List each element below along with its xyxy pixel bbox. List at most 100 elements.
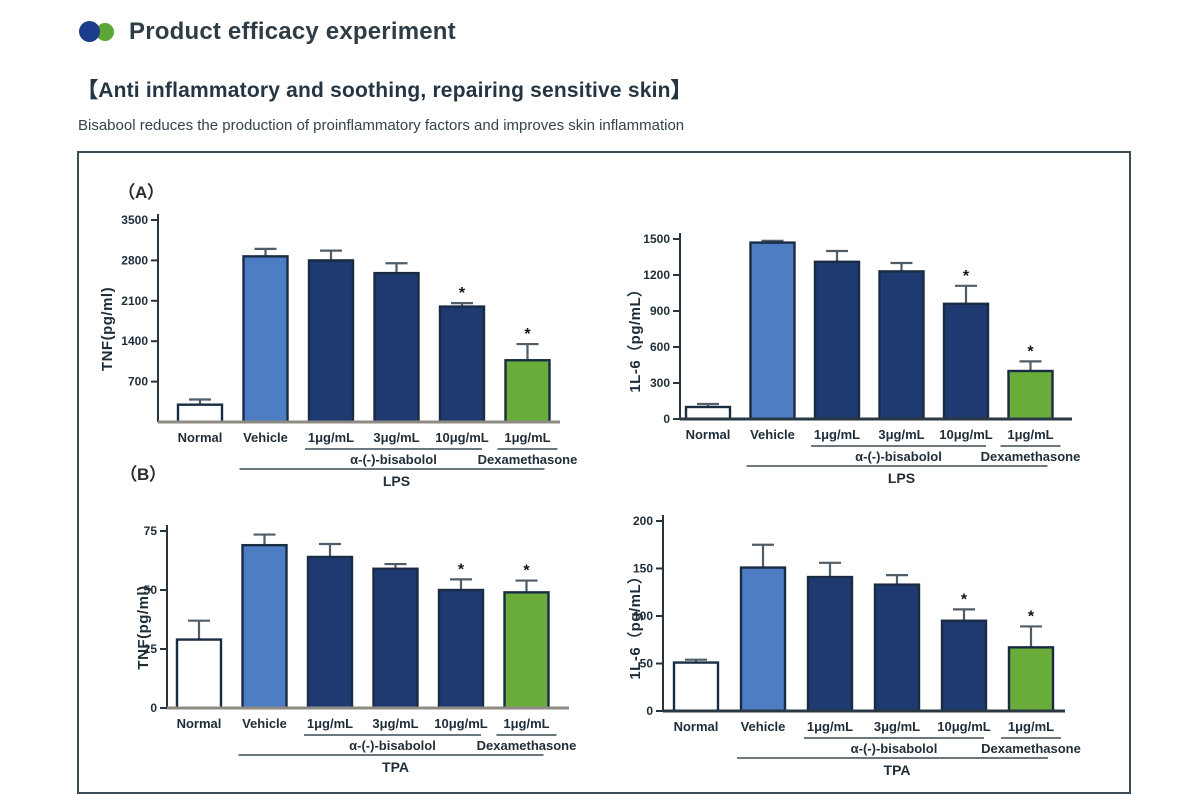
x-tick-label: 3μg/mL — [874, 719, 920, 734]
bar — [813, 260, 861, 421]
bar — [878, 270, 925, 421]
bar — [806, 575, 854, 713]
significance-asterisk: * — [961, 591, 968, 608]
x-tick-label: Normal — [674, 719, 719, 734]
bar — [940, 619, 988, 713]
bar — [241, 543, 288, 710]
group-label: Dexamethasone — [477, 738, 577, 753]
bar — [438, 305, 486, 424]
bar — [242, 255, 289, 424]
x-tick-label: 3μg/mL — [878, 427, 924, 442]
group-label: α-(-)-bisabolol — [349, 738, 436, 753]
brand-logo-icon — [79, 21, 115, 43]
page-title: Product efficacy experiment — [129, 18, 456, 45]
y-tick-label: 2800 — [121, 253, 148, 267]
y-tick-label: 1500 — [643, 232, 670, 246]
y-tick-label: 0 — [646, 704, 653, 718]
x-tick-label: Vehicle — [242, 716, 287, 731]
significance-asterisk: * — [1027, 343, 1034, 360]
x-tick-label: 10μg/mL — [937, 719, 991, 734]
panel-a-label: （A） — [118, 183, 165, 202]
bar — [873, 583, 921, 713]
bar — [1007, 646, 1055, 713]
bar — [504, 359, 551, 424]
bar — [372, 567, 419, 710]
x-tick-label: 1μg/mL — [814, 427, 860, 442]
x-tick-label: 10μg/mL — [435, 430, 489, 445]
bar — [503, 591, 550, 710]
y-tick-label: 150 — [633, 562, 653, 576]
y-axis-title: 1L-6（pg/mL） — [626, 281, 644, 392]
bar — [1007, 369, 1054, 421]
treatment-label: TPA — [884, 762, 911, 778]
x-tick-label: 1μg/mL — [307, 716, 353, 731]
section-heading: 【Anti inflammatory and soothing, repairi… — [77, 79, 692, 102]
group-label: Dexamethasone — [981, 741, 1081, 756]
x-tick-label: 1μg/mL — [308, 430, 354, 445]
y-tick-label: 900 — [650, 304, 670, 318]
x-tick-label: 1μg/mL — [807, 719, 853, 734]
header: Product efficacy experiment — [79, 18, 456, 46]
y-tick-label: 1200 — [643, 268, 670, 282]
y-tick-label: 1400 — [121, 334, 148, 348]
y-tick-label: 300 — [650, 376, 670, 390]
x-tick-label: 1μg/mL — [503, 716, 549, 731]
bar — [684, 405, 732, 421]
bar — [749, 241, 796, 421]
y-tick-label: 3500 — [121, 213, 148, 227]
treatment-label: LPS — [888, 470, 915, 486]
bar — [739, 566, 787, 713]
x-tick-label: 3μg/mL — [373, 430, 419, 445]
y-tick-label: 50 — [144, 583, 158, 597]
y-tick-label: 75 — [144, 524, 158, 538]
bar — [373, 271, 420, 424]
y-axis-title: 1L-6（pg/mL） — [626, 568, 644, 679]
y-tick-label: 50 — [640, 657, 654, 671]
significance-asterisk: * — [524, 326, 531, 343]
treatment-label: LPS — [383, 473, 410, 489]
x-tick-label: 10μg/mL — [434, 716, 488, 731]
x-tick-label: 1μg/mL — [1007, 427, 1053, 442]
y-axis-title: TNF(pg/ml) — [99, 287, 116, 371]
panel-b-label: （B） — [120, 465, 167, 484]
bar — [307, 259, 355, 424]
y-tick-label: 25 — [144, 642, 158, 656]
group-label: α-(-)-bisabolol — [855, 449, 942, 464]
group-label: Dexamethasone — [981, 449, 1081, 464]
chart-tnf-tpa: TNF(pg/ml) 0 25 50 75 Normal Vehicle 1μg/mL 3μg/… — [85, 460, 585, 790]
significance-asterisk: * — [459, 285, 466, 302]
logo-green-circle-icon — [96, 23, 114, 41]
x-tick-label: Normal — [178, 430, 223, 445]
bar — [942, 302, 990, 421]
x-tick-label: Vehicle — [750, 427, 795, 442]
bar — [306, 555, 354, 710]
treatment-label: TPA — [382, 759, 409, 775]
y-tick-label: 100 — [633, 609, 653, 623]
section-subtitle: Bisabool reduces the production of proin… — [78, 117, 685, 134]
x-tick-label: Normal — [686, 427, 731, 442]
y-axis-title: TNF(pg/ml) — [135, 585, 152, 669]
y-tick-label: 200 — [633, 514, 653, 528]
chart-il6-lps: 1L-6（pg/mL） 0 300 600 900 1200 1500 Normal Vehic… — [605, 175, 1105, 505]
significance-asterisk: * — [1028, 608, 1035, 625]
x-tick-label: 3μg/mL — [372, 716, 418, 731]
logo-blue-circle-icon — [79, 21, 100, 42]
group-label: α-(-)-bisabolol — [350, 452, 437, 467]
y-tick-label: 700 — [128, 375, 148, 389]
x-tick-label: 1μg/mL — [1008, 719, 1054, 734]
x-tick-label: 10μg/mL — [939, 427, 993, 442]
group-label: α-(-)-bisabolol — [851, 741, 938, 756]
significance-asterisk: * — [458, 561, 465, 578]
x-tick-label: 1μg/mL — [504, 430, 550, 445]
bar — [175, 638, 223, 710]
chart-tnf-lps: TNF(pg/ml) 700 1400 2100 2800 3500 Normal Vehic… — [85, 175, 585, 505]
bar — [437, 588, 485, 710]
significance-asterisk: * — [963, 268, 970, 285]
x-tick-label: Normal — [177, 716, 222, 731]
chart-il6-tpa: 1L-6（pg/mL） 0 50 100 150 200 Normal Vehicle 1μg/… — [605, 460, 1105, 790]
bar — [672, 661, 720, 713]
y-tick-label: 600 — [650, 340, 670, 354]
x-tick-label: Vehicle — [243, 430, 288, 445]
bar — [176, 403, 224, 424]
